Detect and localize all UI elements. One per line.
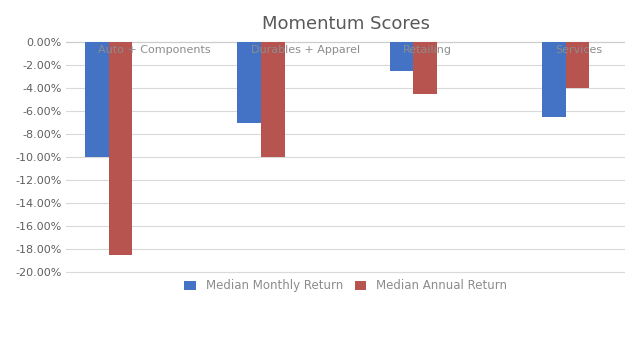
Bar <box>390 43 413 71</box>
Bar <box>237 43 261 123</box>
Bar <box>542 43 566 117</box>
Text: Durables + Apparel: Durables + Apparel <box>251 45 360 55</box>
Bar <box>109 43 132 255</box>
Bar <box>261 43 285 157</box>
Title: Momentum Scores: Momentum Scores <box>262 15 429 33</box>
Text: Retailing: Retailing <box>403 45 452 55</box>
Legend: Median Monthly Return, Median Annual Return: Median Monthly Return, Median Annual Ret… <box>180 275 511 297</box>
Text: Auto + Components: Auto + Components <box>99 45 211 55</box>
Text: Services: Services <box>556 45 603 55</box>
Bar <box>413 43 437 94</box>
Bar <box>85 43 109 157</box>
Bar <box>566 43 589 88</box>
